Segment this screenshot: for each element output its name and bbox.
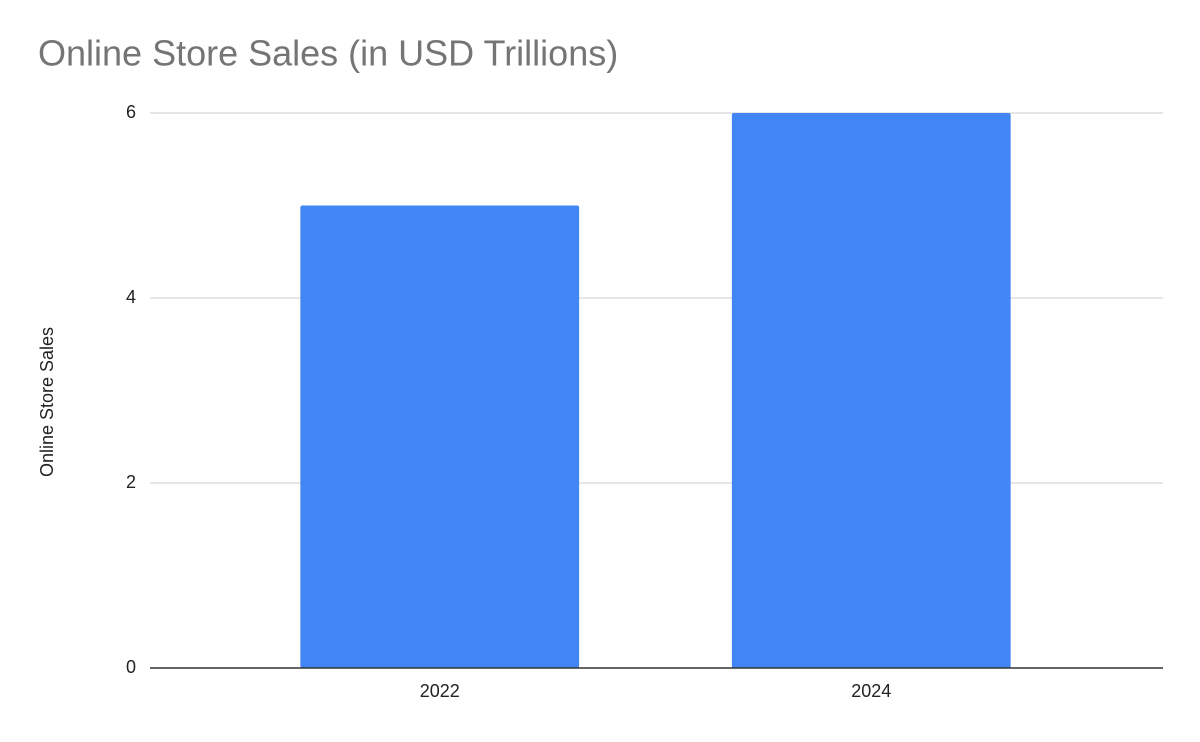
y-tick-label: 0 bbox=[126, 657, 136, 677]
y-tick-label: 6 bbox=[126, 102, 136, 122]
bar bbox=[300, 205, 580, 668]
y-axis-label: Online Store Sales bbox=[37, 327, 57, 477]
y-tick-label: 2 bbox=[126, 472, 136, 492]
x-tick-label: 2022 bbox=[420, 681, 460, 701]
y-tick-label: 4 bbox=[126, 287, 136, 307]
chart-title: Online Store Sales (in USD Trillions) bbox=[38, 33, 618, 74]
bar bbox=[731, 113, 1011, 668]
x-tick-label: 2024 bbox=[851, 681, 891, 701]
